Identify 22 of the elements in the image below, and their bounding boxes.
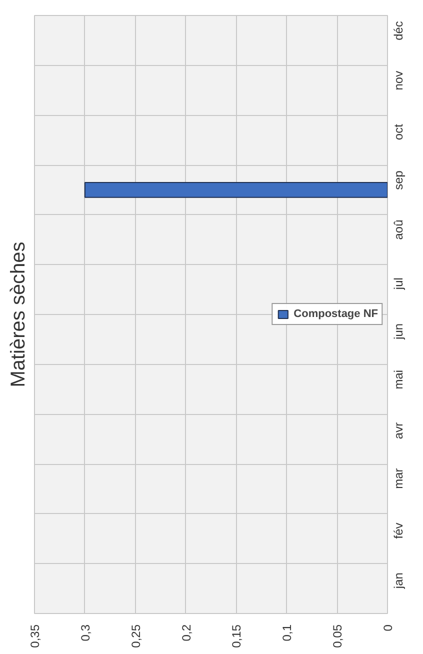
x-tick-label: 0,35 (28, 624, 42, 648)
x-tick-label: 0,2 (179, 624, 194, 642)
legend-label: Compostage NF (294, 308, 378, 320)
y-tick-label: aoû (392, 220, 406, 240)
y-tick-label: jan (392, 572, 406, 590)
x-tick-label: 0,15 (230, 624, 244, 648)
y-tick-label: jun (392, 323, 406, 340)
x-tick-label: 0,25 (128, 624, 143, 648)
text: Matières sèches (8, 242, 30, 388)
x-tick-label: 0,3 (78, 624, 92, 642)
x-tick-label: 0,05 (330, 624, 345, 648)
x-tick-label: 0,1 (280, 624, 294, 642)
y-tick-label: mai (392, 370, 406, 390)
y-tick-label: avr (392, 422, 406, 440)
x-tick-label: 0 (381, 624, 395, 632)
y-tick-label: sep (392, 170, 406, 190)
y-tick-label: déc (392, 21, 406, 40)
y-tick-label: jul (392, 278, 406, 291)
y-tick-label: fév (392, 522, 406, 539)
y-tick-label: oct (392, 123, 406, 140)
y-tick-label: nov (392, 70, 406, 90)
y-tick-label: mar (392, 468, 406, 489)
